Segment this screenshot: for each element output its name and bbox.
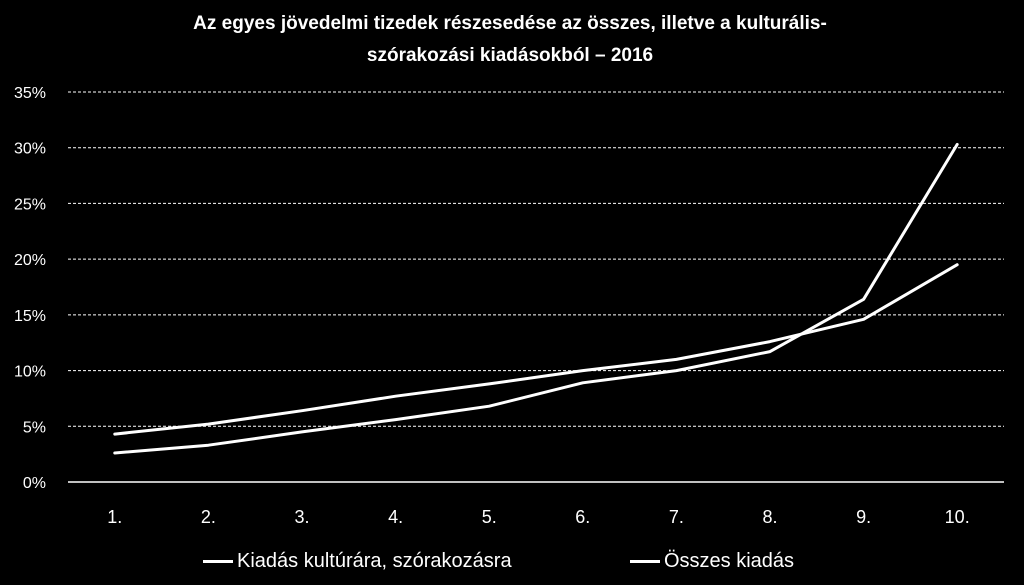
series-line-culture <box>113 142 959 455</box>
legend-swatch-culture <box>203 559 233 563</box>
x-tick-label: 5. <box>482 507 497 527</box>
y-tick-label: 25% <box>14 196 46 213</box>
x-tick-label: 6. <box>575 507 590 527</box>
x-tick-label: 1. <box>107 507 122 527</box>
x-tick-label: 10. <box>945 507 970 527</box>
y-tick-label: 35% <box>14 85 46 102</box>
series-line-total <box>113 263 959 436</box>
x-tick-label: 9. <box>856 507 871 527</box>
chart-title-line-1: Az egyes jövedelmi tizedek részesedése a… <box>193 13 827 34</box>
x-tick-label: 3. <box>294 507 309 527</box>
x-tick-label: 7. <box>669 507 684 527</box>
legend-item-total: Összes kiadás <box>630 544 794 578</box>
legend: Kiadás kultúrára, szórakozásra Összes ki… <box>0 544 1024 578</box>
y-tick-label: 5% <box>23 419 46 436</box>
legend-label-total: Összes kiadás <box>664 550 795 572</box>
legend-item-culture: Kiadás kultúrára, szórakozásra <box>203 544 512 578</box>
y-tick-label: 15% <box>14 308 46 325</box>
x-tick-label: 4. <box>388 507 403 527</box>
y-tick-label: 30% <box>14 141 46 158</box>
x-tick-label: 8. <box>762 507 777 527</box>
y-tick-label: 0% <box>23 475 46 492</box>
legend-label-culture: Kiadás kultúrára, szórakozásra <box>237 550 512 572</box>
y-tick-label: 20% <box>14 252 46 269</box>
legend-swatch-total <box>630 559 660 563</box>
x-tick-label: 2. <box>201 507 216 527</box>
y-tick-label: 10% <box>14 364 46 381</box>
chart-title-line-2: szórakozási kiadásokból – 2016 <box>366 45 654 66</box>
